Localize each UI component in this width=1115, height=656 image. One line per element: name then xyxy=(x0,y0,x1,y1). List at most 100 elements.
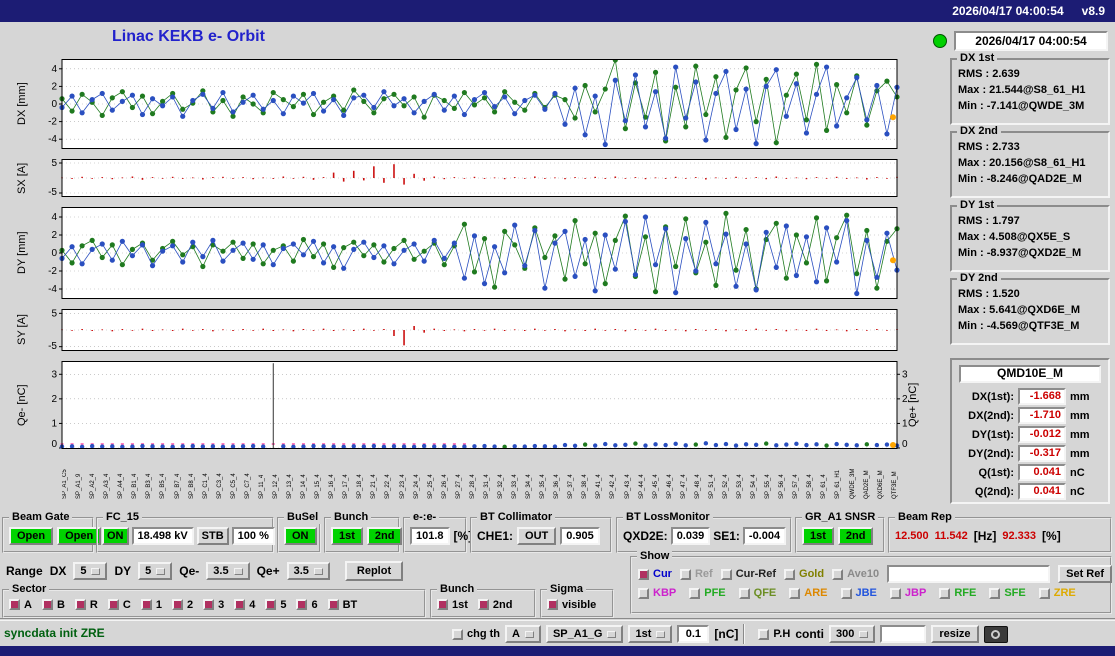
sector-2-toggle[interactable]: 2 xyxy=(171,599,193,611)
bpm-name-label: SP_56_4 xyxy=(779,474,786,499)
bunch-2nd-button[interactable]: 2nd xyxy=(366,527,403,545)
bunch-order-select[interactable]: 1st xyxy=(628,625,673,643)
bpm-name-label: SP_A2_4 xyxy=(90,473,97,499)
bpm-name-label: SP_C1_4 xyxy=(202,473,209,499)
camera-lens-icon xyxy=(991,629,1001,639)
bunch-2nd-toggle[interactable]: 2nd xyxy=(477,599,512,611)
show-zre-toggle[interactable]: ZRE xyxy=(1038,587,1076,599)
bpm-name-label: SP_25_4 xyxy=(427,474,434,499)
bunch-1st-button[interactable]: 1st xyxy=(331,527,363,545)
bpm-name-label: SP_43_4 xyxy=(624,474,631,499)
sector-5-toggle[interactable]: 5 xyxy=(265,599,286,611)
fc15-on-button[interactable]: ON xyxy=(102,527,129,545)
busel-on-button[interactable]: ON xyxy=(284,527,317,545)
sector-1-toggle[interactable]: 1 xyxy=(140,599,162,611)
bottom-bar xyxy=(0,646,1115,656)
gr-1st-button[interactable]: 1st xyxy=(802,527,834,545)
show-jbp-toggle[interactable]: JBP xyxy=(889,587,926,599)
bpm-name-label: SP_28_4 xyxy=(469,474,476,499)
bpm-name-label: SP_C5_4 xyxy=(230,473,237,499)
bpm-name-label: SP_37_4 xyxy=(568,474,575,499)
beam-gate-open-button-1[interactable]: Open xyxy=(9,527,54,545)
qmd-monitor-panel: QMD10E_M DX(1st): -1.668 mm DX(2nd): -1.710… xyxy=(950,358,1110,504)
range-qe-minus-select[interactable]: 3.5 xyxy=(206,562,250,580)
qmd-row-unit: mm xyxy=(1070,447,1090,460)
sy-plot: 5 -5 xyxy=(36,308,916,352)
misc-entry[interactable] xyxy=(880,625,927,643)
sector-a-label: A xyxy=(24,598,32,611)
sector-r-toggle[interactable]: R xyxy=(74,599,98,611)
show-qfe-toggle[interactable]: QFE xyxy=(738,587,777,599)
sector-3-toggle[interactable]: 3 xyxy=(203,599,224,611)
sector-c-toggle[interactable]: C xyxy=(107,599,131,611)
bpm-name-label: SP_57_4 xyxy=(793,474,800,499)
replot-button[interactable]: Replot xyxy=(344,561,404,581)
qmd-row-value: 0.041 xyxy=(1018,464,1066,481)
mode-select[interactable]: A xyxy=(505,625,541,643)
bpm-name-label: QAD2E_M xyxy=(863,470,870,499)
sigma-visible-toggle[interactable]: visible xyxy=(547,599,596,611)
show-pfe-toggle[interactable]: PFE xyxy=(689,587,726,599)
camera-icon-button[interactable] xyxy=(983,625,1008,643)
svg-text:1: 1 xyxy=(51,418,57,429)
bpm-name-label: SP_A4_4 xyxy=(118,473,125,499)
sector-group: Sector A B R C 1 2 3 4 5 6 BT xyxy=(2,583,426,618)
gold-checkbox xyxy=(784,568,796,580)
bpm-name-label: SP_61_H1 xyxy=(835,469,842,499)
qe-plot: 3 3 2 2 1 1 0 0 xyxy=(36,361,916,450)
sector-4-toggle[interactable]: 4 xyxy=(234,599,255,611)
fc15-kv-readout: 18.498 kV xyxy=(131,527,194,545)
show-kbp-toggle[interactable]: KBP xyxy=(638,587,676,599)
fc15-stb-button[interactable]: STB xyxy=(196,527,229,545)
range-qe-plus-select[interactable]: 3.5 xyxy=(286,562,330,580)
range-dy-select[interactable]: 5 xyxy=(138,562,173,580)
range-dx-select[interactable]: 5 xyxy=(73,562,108,580)
svg-text:3: 3 xyxy=(51,369,57,380)
sector-a-toggle[interactable]: A xyxy=(9,599,32,611)
show-jbe-toggle[interactable]: JBE xyxy=(840,587,877,599)
show-ref-toggle[interactable]: Ref xyxy=(679,568,713,580)
sp-device-select[interactable]: SP_A1_G xyxy=(545,625,624,643)
show-ave10-toggle[interactable]: Ave10 xyxy=(832,568,879,580)
gr-2nd-button[interactable]: 2nd xyxy=(837,527,874,545)
dropdown-indicator-icon xyxy=(859,630,869,638)
beam-gate-group: Beam Gate Open Open xyxy=(2,511,102,553)
bpm-name-label: SP_38_4 xyxy=(582,474,589,499)
bpm-name-label: QWDE_3M xyxy=(849,468,856,499)
sector-c-checkbox xyxy=(107,599,119,610)
se1-label: SE1: xyxy=(713,529,740,543)
show-sfe-toggle[interactable]: SFE xyxy=(989,587,1026,599)
resize-button[interactable]: resize xyxy=(931,625,979,643)
pfe-checkbox xyxy=(689,587,701,599)
count-select[interactable]: 300 xyxy=(828,625,876,643)
svg-text:5: 5 xyxy=(51,159,57,169)
cur-ref-checkbox xyxy=(720,568,732,580)
che1-out-button[interactable]: OUT xyxy=(517,527,557,545)
show-cur-ref-toggle[interactable]: Cur-Ref xyxy=(720,568,776,580)
bpm-name-label: SP_45_4 xyxy=(652,474,659,499)
bpm-name-label: SP_46_4 xyxy=(666,474,673,499)
sector-6-toggle[interactable]: 6 xyxy=(296,598,318,611)
svg-text:0: 0 xyxy=(51,99,57,110)
ph-toggle[interactable]: P.H xyxy=(758,628,790,640)
sector-bt-toggle[interactable]: BT xyxy=(327,599,357,611)
svg-text:3: 3 xyxy=(902,369,908,380)
set-ref-button[interactable]: Set Ref xyxy=(1058,565,1113,583)
status-led xyxy=(933,34,947,48)
show-rfe-toggle[interactable]: RFE xyxy=(939,587,976,599)
sector-6-label: 6 xyxy=(311,598,318,611)
are-label: ARE xyxy=(804,587,828,599)
show-gold-toggle[interactable]: Gold xyxy=(784,568,824,580)
rfe-label: RFE xyxy=(954,587,977,599)
sector-b-toggle[interactable]: B xyxy=(41,599,65,611)
beam-gate-open-button-2[interactable]: Open xyxy=(57,527,102,545)
group-title: Beam Gate xyxy=(9,511,73,524)
ref-name-input[interactable] xyxy=(887,565,1051,583)
chg-th-checkbox xyxy=(452,628,463,640)
show-cur-toggle[interactable]: Cur xyxy=(638,568,672,580)
show-are-toggle[interactable]: ARE xyxy=(789,587,828,599)
chg-th-toggle[interactable]: chg th xyxy=(452,628,500,640)
group-title: Sector xyxy=(9,583,50,596)
bunch-1st-toggle[interactable]: 1st xyxy=(437,599,468,611)
qfe-label: QFE xyxy=(753,587,777,599)
